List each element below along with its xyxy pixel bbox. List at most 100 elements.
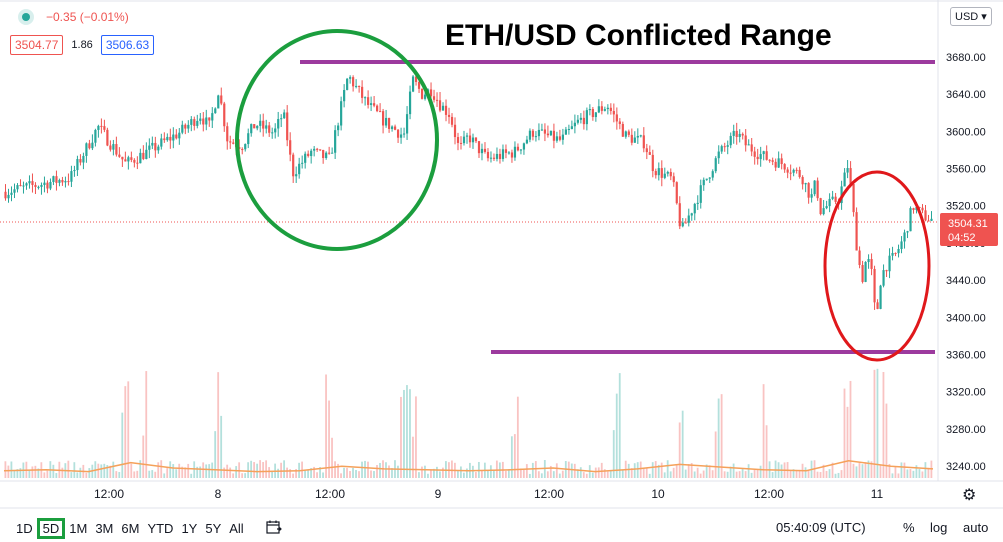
candle xyxy=(723,142,726,152)
candle xyxy=(88,139,91,150)
candle xyxy=(726,140,729,155)
volume-bar xyxy=(573,463,576,478)
candle xyxy=(774,158,777,172)
volume-bar xyxy=(391,468,393,478)
candle xyxy=(510,149,514,163)
volume-bar xyxy=(37,468,40,478)
candle xyxy=(894,252,897,257)
candle xyxy=(882,264,885,288)
candle xyxy=(178,128,181,145)
calendar-range-icon[interactable] xyxy=(266,520,282,537)
timeframe-all[interactable]: All xyxy=(229,520,244,536)
volume-bar xyxy=(750,472,753,478)
candle xyxy=(364,96,367,106)
bottom-toolbar: 1D 5D 1M 3M 6M YTD 1Y 5Y All 05:40:09 (U… xyxy=(0,514,1003,542)
candle xyxy=(873,265,876,310)
candle xyxy=(384,109,388,128)
candle xyxy=(585,107,588,131)
bid-button[interactable]: 3504.77 xyxy=(10,35,64,55)
candle xyxy=(214,107,217,114)
candle xyxy=(747,139,750,146)
volume-bar xyxy=(654,461,657,478)
timeframe-1d[interactable]: 1D xyxy=(16,520,33,536)
utc-clock[interactable]: 05:40:09 (UTC) xyxy=(776,520,866,535)
candle xyxy=(750,138,753,157)
volume-bar xyxy=(894,466,897,478)
volume-bar xyxy=(271,470,274,478)
candle xyxy=(903,229,906,249)
percent-scale-toggle[interactable]: % xyxy=(903,520,915,535)
volume-bar xyxy=(843,388,846,478)
candle xyxy=(405,106,409,140)
volume-bar xyxy=(594,467,597,478)
candle xyxy=(591,106,594,121)
timeframe-1y[interactable]: 1Y xyxy=(181,520,198,536)
volume-bar xyxy=(789,469,792,478)
candle xyxy=(642,127,645,153)
candle xyxy=(268,121,271,137)
volume-bar xyxy=(729,466,732,478)
volume-bar xyxy=(825,470,828,478)
candle xyxy=(831,190,834,201)
volume-bar xyxy=(675,464,678,478)
timeframe-1m[interactable]: 1M xyxy=(69,520,88,536)
volume-bar xyxy=(915,465,918,478)
candle xyxy=(519,149,523,155)
timeframe-6m[interactable]: 6M xyxy=(121,520,140,536)
candle xyxy=(687,208,690,227)
price-tick-label: 3240.00 xyxy=(946,461,986,473)
candle xyxy=(501,144,505,162)
volume-bar xyxy=(412,436,414,478)
auto-scale-toggle[interactable]: auto xyxy=(963,520,989,535)
candle xyxy=(861,260,864,284)
candle xyxy=(118,147,121,158)
candle xyxy=(618,118,621,130)
time-tick-label: 12:00 xyxy=(534,487,564,501)
candle xyxy=(795,167,798,174)
candle xyxy=(828,193,831,213)
candle xyxy=(657,162,660,181)
currency-dropdown[interactable]: USD ▾ xyxy=(950,7,992,26)
volume-bar xyxy=(708,465,711,478)
volume-bar xyxy=(247,462,250,478)
candle xyxy=(672,172,675,187)
candle xyxy=(184,123,187,135)
timeframe-5d[interactable]: 5D xyxy=(36,517,66,539)
timeframe-5y[interactable]: 5Y xyxy=(205,520,222,536)
candle xyxy=(735,122,738,145)
candle xyxy=(741,132,744,140)
price-tick-label: 3640.00 xyxy=(946,89,986,101)
volume-bar xyxy=(666,460,669,478)
log-scale-toggle[interactable]: log xyxy=(930,520,948,535)
volume-bar xyxy=(570,463,573,478)
volume-bar xyxy=(184,467,187,478)
candle xyxy=(378,103,382,113)
volume-bar xyxy=(687,464,690,478)
volume-bar xyxy=(762,384,765,478)
volume-bar xyxy=(732,463,735,478)
volume-bar xyxy=(55,473,58,478)
ask-button[interactable]: 3506.63 xyxy=(100,35,155,55)
candle xyxy=(492,153,496,161)
gear-icon[interactable]: ⚙ xyxy=(962,487,977,504)
candle xyxy=(609,103,612,115)
volume-bar xyxy=(549,465,552,478)
volume-bar xyxy=(582,472,585,478)
volume-bar xyxy=(241,473,244,478)
volume-bar xyxy=(651,462,654,478)
timeframe-3m[interactable]: 3M xyxy=(95,520,114,536)
candle xyxy=(373,96,376,108)
candle xyxy=(411,75,415,93)
volume-bar xyxy=(882,372,885,478)
volume-bar xyxy=(292,473,294,478)
candle xyxy=(630,128,633,146)
candle xyxy=(846,160,849,179)
candle xyxy=(390,125,394,132)
timeframe-ytd[interactable]: YTD xyxy=(147,520,174,536)
volume-bar xyxy=(451,460,453,478)
volume-bar xyxy=(400,396,402,478)
volume-bar xyxy=(277,468,280,478)
volume-bar xyxy=(406,385,408,478)
volume-bar xyxy=(187,463,190,478)
